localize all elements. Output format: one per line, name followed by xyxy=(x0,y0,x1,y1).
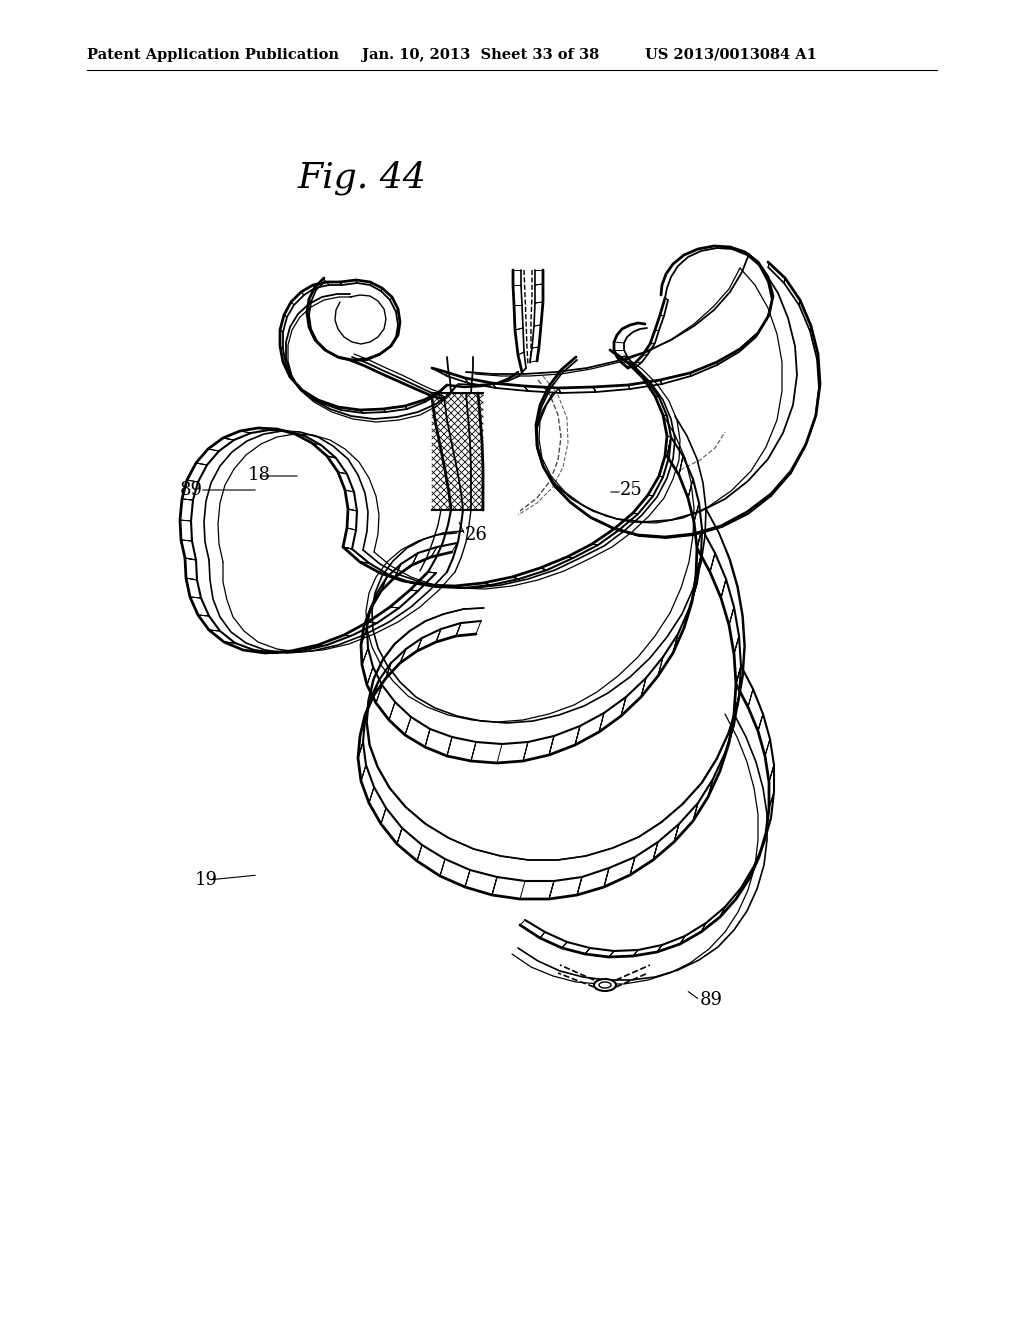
Ellipse shape xyxy=(594,979,616,991)
Text: Jan. 10, 2013  Sheet 33 of 38: Jan. 10, 2013 Sheet 33 of 38 xyxy=(362,48,599,62)
Text: 89: 89 xyxy=(180,480,203,499)
Text: 25: 25 xyxy=(620,480,643,499)
Text: 89: 89 xyxy=(700,991,723,1008)
Text: Fig. 44: Fig. 44 xyxy=(298,161,427,195)
Text: 26: 26 xyxy=(465,525,487,544)
Text: Patent Application Publication: Patent Application Publication xyxy=(87,48,339,62)
Text: US 2013/0013084 A1: US 2013/0013084 A1 xyxy=(645,48,817,62)
Text: 18: 18 xyxy=(248,466,271,484)
Text: 19: 19 xyxy=(195,871,218,888)
